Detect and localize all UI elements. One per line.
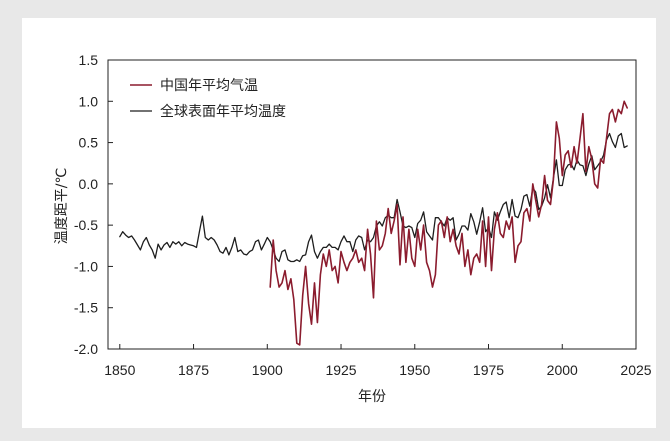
legend-label-global: 全球表面年平均温度 <box>160 103 286 120</box>
x-axis-title: 年份 <box>358 389 386 405</box>
y-tick-label-minus-0-5: -0.5 <box>74 217 98 233</box>
chart-card <box>22 18 656 428</box>
legend: 中国年平均气温 全球表面年平均温度 <box>130 78 286 120</box>
legend-label-china: 中国年平均气温 <box>160 78 258 94</box>
x-tick-label-1975: 1975 <box>473 362 504 378</box>
series-line-global-surface-mean-temperature <box>119 132 628 263</box>
x-tick-label-1900: 1900 <box>252 362 283 378</box>
axis-tick-labels: 1850 1875 1900 1925 1950 1975 2000 2025 1.5 1.0 0.… <box>74 52 652 378</box>
y-tick-label-minus-1-0: -1.0 <box>74 258 98 274</box>
plot-frame <box>107 59 637 350</box>
y-axis-title: 温度距平/℃ <box>54 168 70 244</box>
y-tick-label-1-5: 1.5 <box>79 52 99 68</box>
x-tick-label-1875: 1875 <box>178 362 209 378</box>
series-layer <box>119 100 629 346</box>
y-tick-label-1-0: 1.0 <box>79 93 99 109</box>
x-tick-label-1925: 1925 <box>325 362 356 378</box>
x-tick-label-2000: 2000 <box>547 362 578 378</box>
y-tick-label-minus-2-0: -2.0 <box>74 341 98 357</box>
x-tick-label-2025: 2025 <box>620 362 651 378</box>
y-tick-label-minus-1-5: -1.5 <box>74 300 98 316</box>
y-tick-label-0-5: 0.5 <box>79 135 99 151</box>
series-line-china-annual-mean-temperature <box>269 100 629 346</box>
x-tick-label-1950: 1950 <box>399 362 430 378</box>
x-tick-label-1850: 1850 <box>104 362 135 378</box>
y-tick-label-0-0: 0.0 <box>79 176 99 192</box>
